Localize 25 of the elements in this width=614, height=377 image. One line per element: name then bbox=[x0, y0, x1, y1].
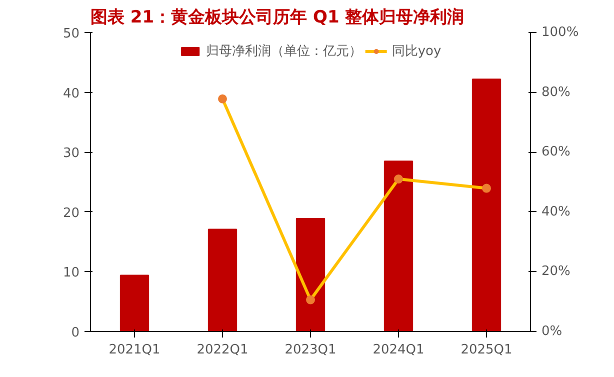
bar bbox=[296, 218, 326, 332]
bar bbox=[472, 78, 502, 332]
x-tick-label: 2023Q1 bbox=[284, 342, 336, 358]
y2-tick-label: 60% bbox=[542, 144, 570, 160]
y2-tick-label: 100% bbox=[542, 25, 579, 40]
y-tick-label: 50 bbox=[62, 26, 80, 42]
y2-tick-label: 40% bbox=[542, 204, 570, 220]
y-tick-label: 40 bbox=[62, 86, 80, 102]
x-tick-label: 2022Q1 bbox=[196, 342, 248, 358]
y-tick-label: 0 bbox=[71, 326, 80, 340]
y2-tick-label: 0% bbox=[542, 324, 562, 339]
y-tick-label: 30 bbox=[62, 146, 80, 162]
x-tick-label: 2025Q1 bbox=[460, 342, 512, 358]
y-tick-label: 10 bbox=[62, 266, 80, 281]
bar bbox=[120, 274, 150, 332]
legend-label: 同比yoy bbox=[392, 43, 442, 60]
y-tick-label: 20 bbox=[62, 206, 80, 221]
y2-tick-label: 80% bbox=[542, 84, 570, 100]
legend-label: 归母净利润（单位：亿元） bbox=[206, 43, 362, 60]
chart-title: 图表 21：黄金板块公司历年 Q1 整体归母净利润 bbox=[90, 8, 464, 28]
bar bbox=[384, 160, 414, 332]
x-tick-label: 2021Q1 bbox=[108, 342, 160, 358]
bar bbox=[208, 228, 238, 332]
y2-tick-label: 20% bbox=[542, 264, 570, 280]
x-tick-label: 2024Q1 bbox=[372, 342, 424, 358]
